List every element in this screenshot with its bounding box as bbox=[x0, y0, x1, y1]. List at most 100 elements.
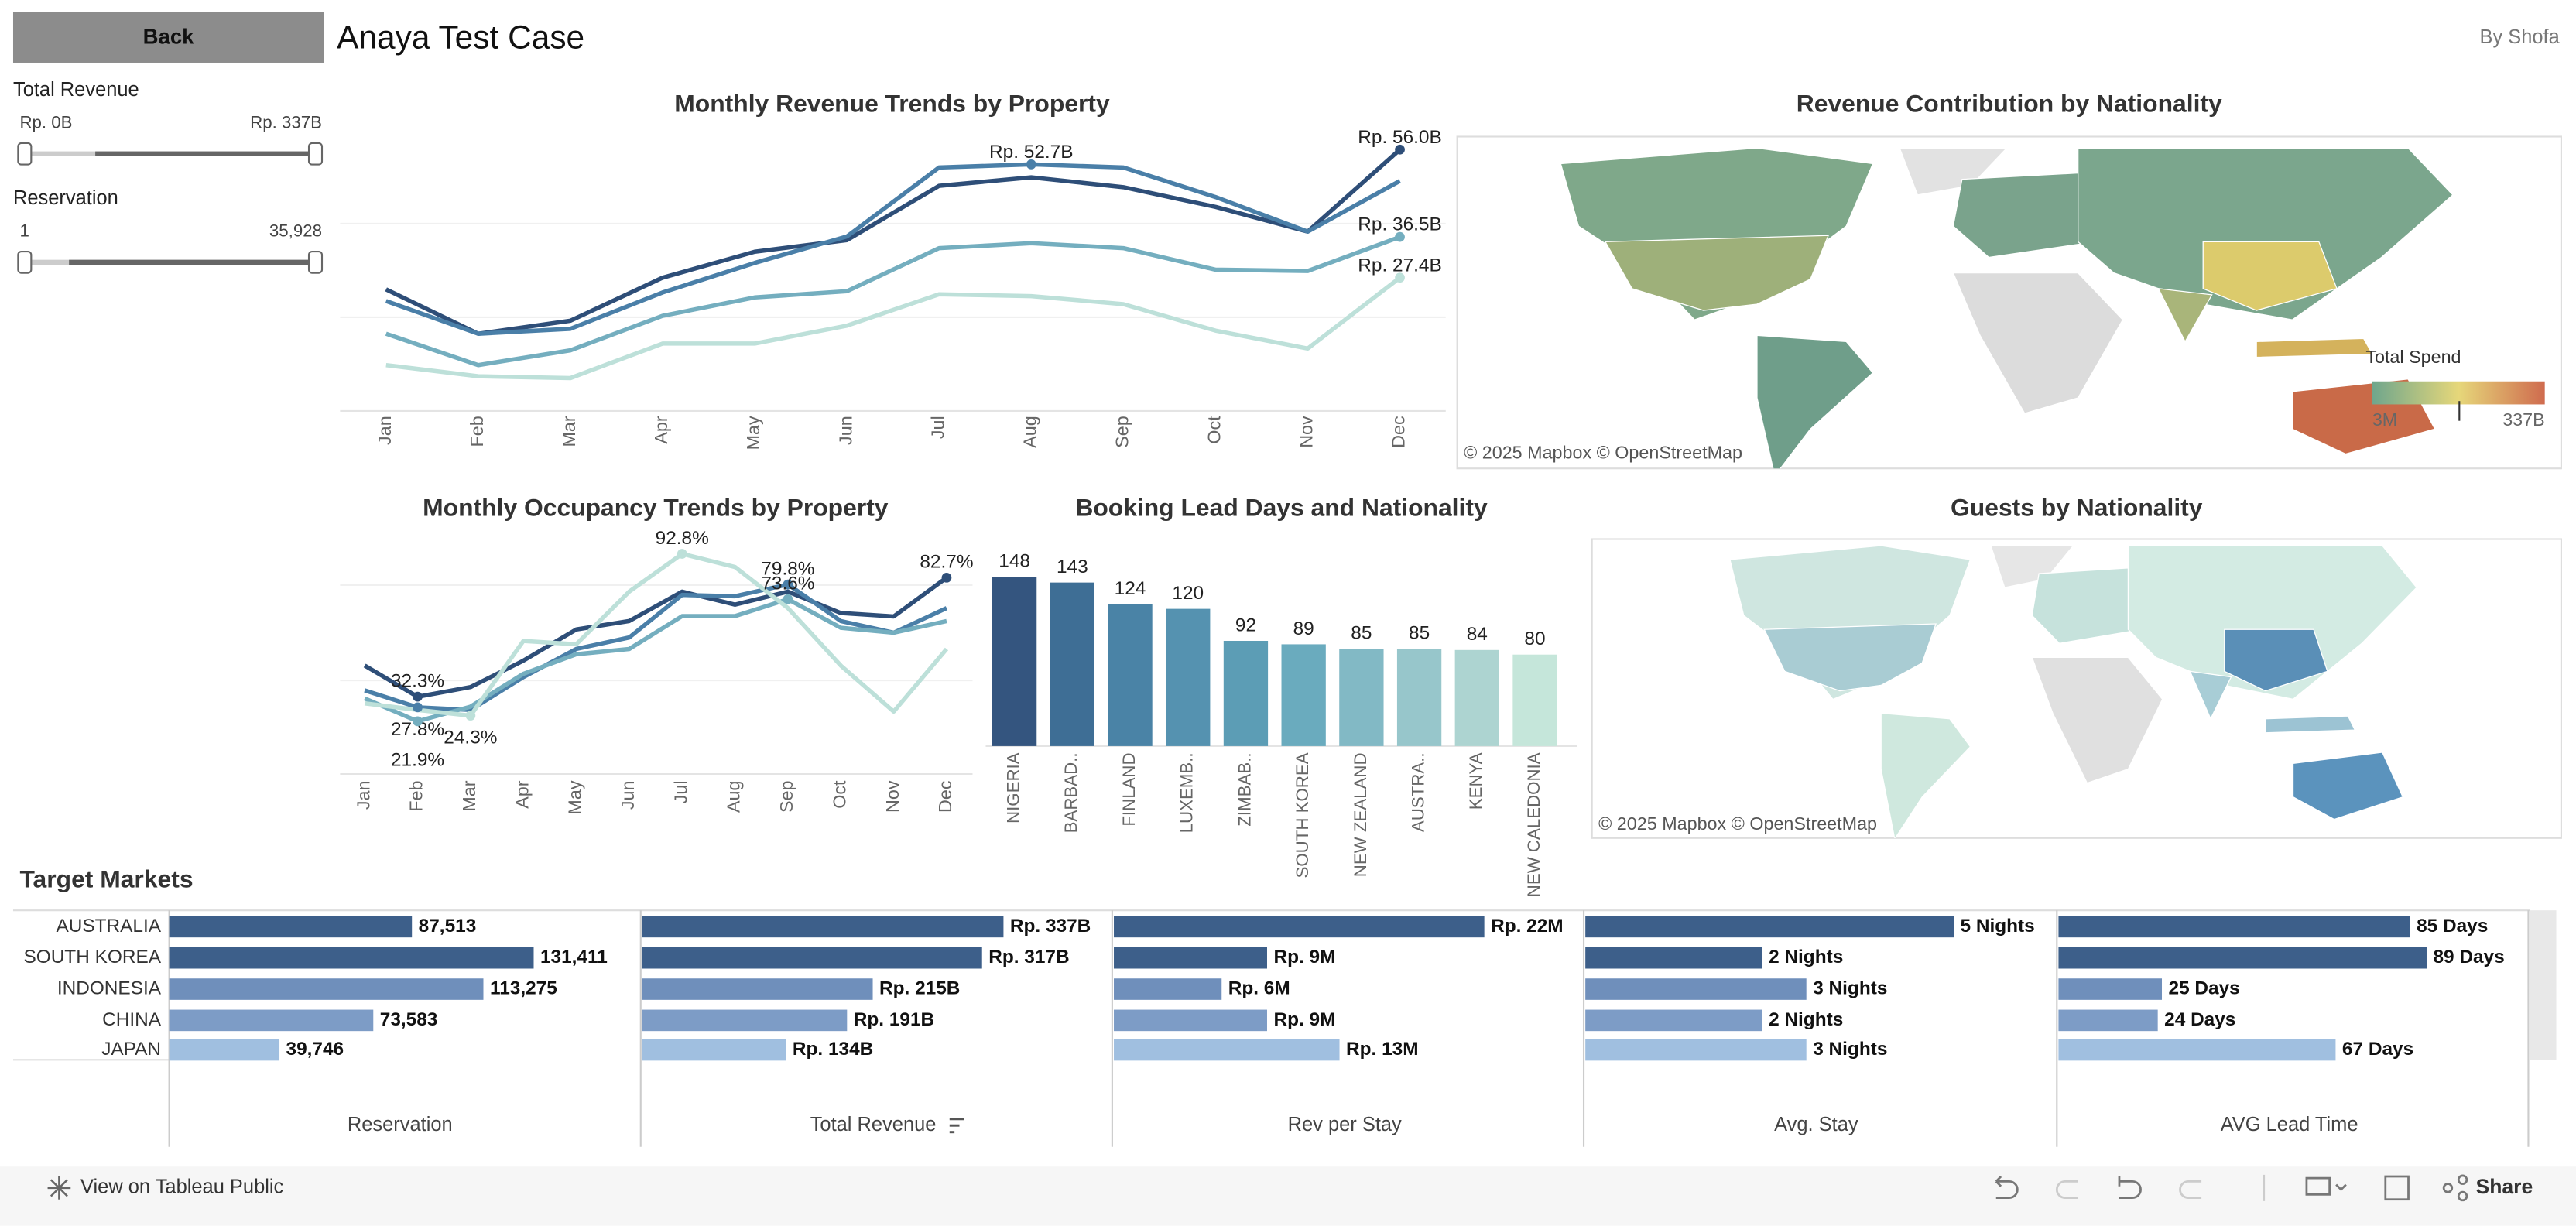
point bbox=[413, 702, 423, 713]
data-label: 85 bbox=[1351, 623, 1372, 644]
x-tick-label: Jun bbox=[618, 780, 638, 810]
bar bbox=[1585, 916, 1954, 938]
data-label: 124 bbox=[1115, 578, 1146, 599]
bar bbox=[1114, 978, 1222, 1000]
chart-title: Target Markets bbox=[19, 865, 193, 892]
country-shape bbox=[2031, 656, 2163, 784]
data-label: 24.3% bbox=[444, 728, 497, 748]
bar bbox=[1114, 1009, 1267, 1032]
country-shape bbox=[2031, 567, 2143, 644]
point bbox=[1395, 272, 1405, 283]
data-label: 85 Days bbox=[2417, 916, 2488, 937]
country-shape bbox=[1880, 712, 1971, 838]
country-shape bbox=[1952, 272, 2124, 414]
bar bbox=[642, 978, 873, 1000]
bar bbox=[2058, 1039, 2336, 1061]
line bbox=[364, 551, 949, 718]
data-label: Rp. 215B bbox=[879, 978, 960, 998]
x-tick-label: AUSTRA.. bbox=[1408, 752, 1427, 832]
x-tick-label: May bbox=[565, 780, 585, 814]
data-label: 148 bbox=[999, 551, 1030, 572]
country-shape bbox=[2127, 545, 2417, 700]
legend-max: 337B bbox=[2502, 409, 2544, 430]
data-label: Rp. 317B bbox=[988, 947, 1069, 967]
data-label: 84 bbox=[1467, 624, 1488, 645]
slider-handle[interactable] bbox=[307, 142, 324, 166]
bar bbox=[169, 1009, 374, 1032]
slider-handle[interactable] bbox=[17, 251, 33, 274]
data-label: 5 Nights bbox=[1961, 916, 2035, 937]
share-button[interactable]: Share bbox=[2476, 1175, 2533, 1198]
x-tick-label: Jul bbox=[927, 416, 947, 439]
x-tick-label: May bbox=[743, 416, 763, 450]
bar bbox=[1512, 654, 1557, 746]
line bbox=[385, 162, 1401, 336]
bar bbox=[1585, 1009, 1762, 1032]
x-tick-label: Dec bbox=[935, 780, 955, 813]
slider-handle[interactable] bbox=[307, 251, 324, 274]
toolbar bbox=[0, 1166, 2576, 1226]
row-label: JAPAN bbox=[101, 1039, 161, 1060]
data-label: 67 Days bbox=[2342, 1039, 2413, 1060]
country-shape bbox=[2292, 752, 2404, 820]
data-label: 143 bbox=[1057, 556, 1088, 577]
legend-gradient bbox=[2372, 381, 2545, 405]
bar bbox=[1585, 947, 1762, 969]
country-shape bbox=[2265, 715, 2356, 734]
data-label: Rp. 22M bbox=[1491, 916, 1564, 937]
bar bbox=[1396, 649, 1442, 746]
legend-title: Total Spend bbox=[2365, 347, 2461, 367]
map-attribution: © 2025 Mapbox © OpenStreetMap bbox=[1598, 813, 1877, 834]
x-tick-label: Jul bbox=[670, 780, 690, 803]
bar bbox=[992, 577, 1037, 746]
bar bbox=[2058, 978, 2163, 1000]
x-tick-label: Apr bbox=[512, 780, 532, 809]
x-tick-label: KENYA bbox=[1466, 752, 1485, 810]
data-label: 39,746 bbox=[286, 1039, 344, 1060]
legend-min: 3M bbox=[2372, 409, 2397, 430]
x-tick-label: Aug bbox=[1019, 416, 1040, 448]
data-label: 25 Days bbox=[2169, 978, 2240, 998]
x-tick-label: BARBAD.. bbox=[1061, 752, 1081, 833]
line bbox=[364, 597, 947, 724]
point bbox=[783, 594, 793, 604]
bar bbox=[1108, 604, 1153, 746]
back-button[interactable] bbox=[12, 12, 324, 63]
data-label: 21.9% bbox=[391, 749, 444, 770]
bar bbox=[1223, 640, 1269, 746]
row-label: AUSTRALIA bbox=[56, 916, 161, 937]
toolbar-icons[interactable] bbox=[1995, 1174, 2468, 1202]
data-label: Rp. 337B bbox=[1010, 916, 1091, 937]
data-label: Rp. 52.7B bbox=[989, 142, 1073, 163]
data-label: 80 bbox=[1524, 628, 1545, 649]
data-label: 85 bbox=[1409, 623, 1430, 644]
tableau-link[interactable]: View on Tableau Public bbox=[80, 1176, 284, 1198]
data-label: 2 Nights bbox=[1769, 947, 1843, 967]
slider-handle[interactable] bbox=[17, 142, 33, 166]
bar bbox=[1114, 916, 1485, 938]
x-tick-label: LUXEMB.. bbox=[1177, 752, 1197, 833]
country-shape bbox=[1952, 172, 2097, 259]
data-label: 3 Nights bbox=[1813, 1039, 1887, 1060]
map-title: Revenue Contribution by Nationality bbox=[1797, 90, 2222, 118]
x-tick-label: Nov bbox=[1297, 416, 1317, 448]
point bbox=[413, 716, 423, 727]
column-header: Rev per Stay bbox=[1288, 1114, 1402, 1135]
data-label: 79.8% bbox=[761, 559, 814, 580]
sort-icon[interactable] bbox=[949, 1118, 964, 1134]
back-label[interactable]: Back bbox=[143, 24, 195, 48]
data-label: 87,513 bbox=[419, 916, 477, 937]
bar bbox=[169, 916, 413, 938]
dashboard-title: Anaya Test Case bbox=[337, 19, 584, 55]
bar bbox=[1454, 649, 1499, 746]
filter-max: 35,928 bbox=[269, 221, 322, 240]
chart-title: Monthly Occupancy Trends by Property bbox=[423, 494, 889, 522]
tableau-icon bbox=[47, 1176, 71, 1200]
line bbox=[385, 276, 1402, 381]
filter-label: Reservation bbox=[13, 187, 118, 209]
column-header: Reservation bbox=[348, 1114, 453, 1135]
bar bbox=[1281, 644, 1326, 746]
data-label: Rp. 27.4B bbox=[1358, 255, 1441, 276]
scrollbar[interactable] bbox=[2530, 910, 2557, 1060]
